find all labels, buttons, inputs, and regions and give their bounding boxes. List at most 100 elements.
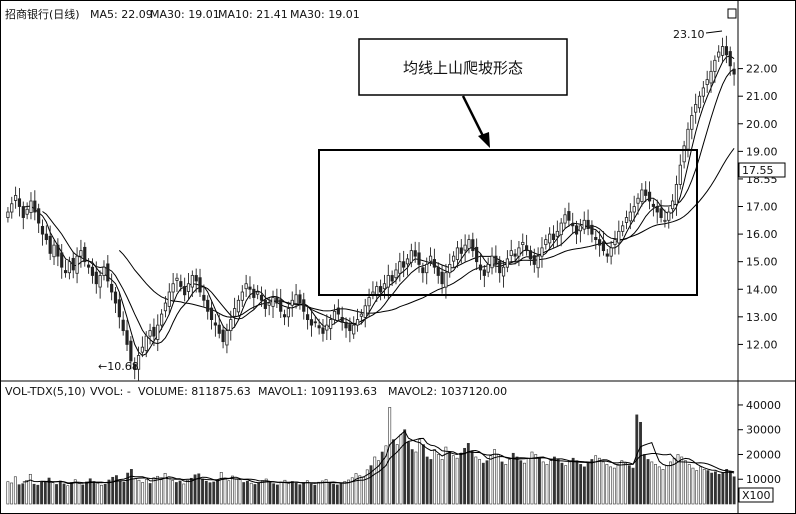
candle-body xyxy=(340,316,344,323)
candle-body xyxy=(121,319,125,332)
volume-bar xyxy=(436,454,440,505)
volume-bar xyxy=(268,481,272,505)
volume-bar xyxy=(463,447,467,505)
volume-bar xyxy=(523,462,526,505)
candle-body xyxy=(60,252,64,268)
candle xyxy=(344,317,348,338)
volume-bar xyxy=(687,464,691,505)
candle xyxy=(636,193,640,215)
candle-body xyxy=(594,237,598,241)
volume-bar xyxy=(665,465,669,505)
volume-bar xyxy=(126,472,130,505)
volume-bar xyxy=(605,464,609,505)
volume-bar xyxy=(287,483,291,505)
candle-body xyxy=(233,308,237,317)
candle-body xyxy=(87,264,91,268)
candle xyxy=(79,239,83,268)
candle-body xyxy=(286,308,290,318)
candle xyxy=(421,262,425,283)
volume-bar xyxy=(163,472,167,505)
volume-bar xyxy=(272,483,276,505)
low-price-label: ←10.68 xyxy=(98,360,139,373)
candle-body xyxy=(202,294,206,301)
candle xyxy=(471,232,475,258)
volume-bar xyxy=(433,449,437,505)
volume-bar xyxy=(197,473,201,505)
candle-body xyxy=(325,324,329,331)
candle-body xyxy=(578,225,582,232)
candle-body xyxy=(682,145,686,163)
volume-bar xyxy=(612,467,616,505)
volume-bar xyxy=(496,454,500,505)
candle-body xyxy=(29,200,33,213)
candle xyxy=(697,91,702,113)
volume-bar xyxy=(732,476,736,505)
candle xyxy=(10,196,14,219)
candle xyxy=(240,285,244,307)
candle-body xyxy=(294,294,298,305)
candle-body xyxy=(209,307,214,320)
candle xyxy=(348,317,352,343)
candle xyxy=(624,210,629,230)
volume-bar xyxy=(541,461,545,505)
window-toggle-icon[interactable] xyxy=(727,8,737,19)
candle xyxy=(628,203,632,230)
candle-body xyxy=(452,255,456,262)
candle-body xyxy=(252,288,256,298)
candle-body xyxy=(440,271,444,285)
candle xyxy=(167,283,171,315)
candle-body xyxy=(290,299,294,306)
candle-body xyxy=(379,286,383,293)
candle-body xyxy=(90,266,95,276)
candle xyxy=(60,244,64,279)
candle xyxy=(555,220,559,247)
volume-bar xyxy=(320,480,324,505)
volume-bar xyxy=(313,484,317,505)
volume-bar xyxy=(418,439,422,505)
volume-bar xyxy=(70,482,73,505)
candle-body xyxy=(613,239,617,245)
candle-body xyxy=(67,261,71,274)
candle xyxy=(701,81,705,103)
candle-body xyxy=(44,233,48,241)
volume-bar xyxy=(691,467,695,505)
candle-body xyxy=(632,206,636,213)
candle xyxy=(505,250,509,273)
volume-bar xyxy=(332,483,335,505)
volume-bar xyxy=(115,475,118,505)
candle xyxy=(509,239,513,263)
candle-body xyxy=(263,299,267,309)
candle xyxy=(140,336,144,358)
candle-body xyxy=(655,206,659,213)
volume-bar xyxy=(384,445,388,505)
volume-bar xyxy=(17,484,21,505)
candle-body xyxy=(640,189,644,202)
candle-body xyxy=(498,260,502,274)
vvol-label: VVOL: - xyxy=(90,385,131,398)
candle xyxy=(440,265,444,294)
volume-bar xyxy=(594,455,598,505)
volume-bar xyxy=(100,484,103,505)
candle xyxy=(156,314,160,352)
volume-bar xyxy=(317,481,321,505)
candle xyxy=(517,240,521,267)
volume-bar xyxy=(444,446,448,505)
volume-bar xyxy=(178,480,182,505)
volume-bar xyxy=(144,479,148,505)
candle xyxy=(548,227,552,250)
candle-body xyxy=(686,128,690,150)
candle-body xyxy=(471,239,475,252)
volume-bar xyxy=(448,451,452,505)
volume-bar xyxy=(253,484,257,505)
volume-bar xyxy=(103,483,107,505)
candle-body xyxy=(102,266,106,276)
candle xyxy=(117,292,121,329)
candle-body xyxy=(402,261,406,268)
candle xyxy=(275,288,279,309)
callout-box xyxy=(358,38,568,96)
candle xyxy=(352,316,356,339)
candle xyxy=(663,209,667,228)
candle xyxy=(233,297,237,328)
volume-bar xyxy=(81,484,85,505)
candle xyxy=(655,199,659,224)
